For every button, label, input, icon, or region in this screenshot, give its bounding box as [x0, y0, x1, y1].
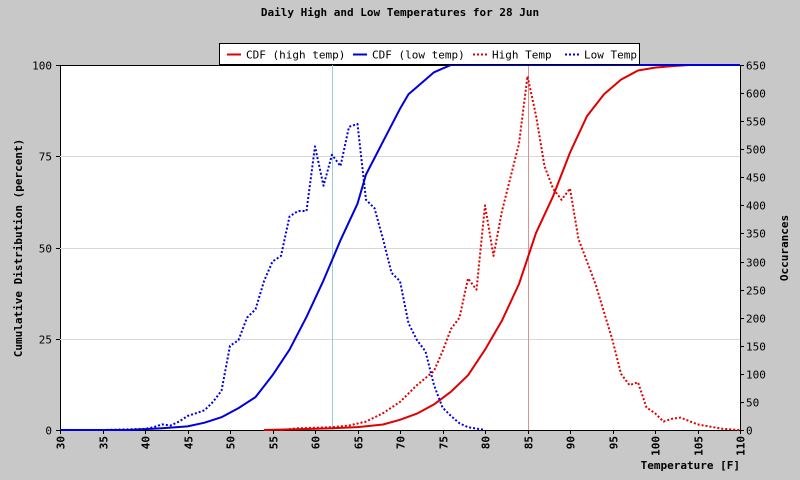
y2-tick-label-11: 550	[746, 116, 766, 129]
series-line-1	[60, 64, 740, 431]
x-tick-label-12: 90	[565, 436, 578, 449]
series-line-2	[280, 75, 741, 431]
legend-label-0: CDF (high temp)	[246, 49, 345, 62]
y-tick-label-4: 100	[32, 60, 52, 73]
y-tick-label-2: 50	[39, 243, 52, 256]
y-tick-label-1: 25	[39, 334, 52, 347]
y-tick-label-0: 0	[45, 425, 52, 438]
y-axis-label: Cumulative Distribution (percent)	[12, 139, 25, 358]
y2-tick-label-5: 250	[746, 285, 766, 298]
y2-axis-ticks: 0 50 100 150 200 250 300 350 400 450 500 550 600 650	[740, 60, 766, 438]
y2-tick-label-0: 0	[746, 425, 753, 438]
y2-tick-label-1: 50	[746, 397, 759, 410]
x-tick-label-11: 85	[523, 436, 536, 449]
y2-tick-label-12: 600	[746, 88, 766, 101]
x-tick-label-5: 55	[268, 436, 281, 449]
y2-tick-label-7: 350	[746, 228, 766, 241]
x-tick-label-14: 100	[650, 436, 663, 456]
x-tick-label-8: 70	[395, 436, 408, 449]
x-tick-label-2: 40	[140, 436, 153, 449]
legend-label-1: CDF (low temp)	[372, 49, 465, 62]
y2-tick-label-2: 100	[746, 369, 766, 382]
legend-label-3: Low Temp	[584, 49, 637, 62]
grid-lines	[60, 156, 740, 340]
y2-tick-label-3: 150	[746, 341, 766, 354]
x-tick-label-13: 95	[608, 436, 621, 449]
legend: CDF (high temp) CDF (low temp) High Temp Lo…	[219, 43, 640, 65]
y-tick-label-3: 75	[39, 151, 52, 164]
y2-tick-label-9: 450	[746, 172, 766, 185]
y2-tick-label-13: 650	[746, 60, 766, 73]
x-tick-label-7: 65	[353, 436, 366, 449]
chart-title: Daily High and Low Temperatures for 28 J…	[261, 6, 539, 19]
x-tick-label-10: 80	[480, 436, 493, 449]
x-tick-label-3: 45	[183, 436, 196, 449]
y2-tick-label-6: 300	[746, 257, 766, 270]
x-tick-label-6: 60	[310, 436, 323, 449]
y2-axis-label: Occurances	[778, 215, 791, 281]
mean-markers	[332, 65, 529, 430]
x-tick-label-15: 105	[693, 436, 706, 456]
y2-tick-label-10: 500	[746, 144, 766, 157]
x-tick-label-4: 50	[225, 436, 238, 449]
x-tick-label-9: 75	[438, 436, 451, 449]
x-axis-ticks: 30 35 40 45 50 55 60 65 70 75 80 85 90 95 100 105 110	[55, 430, 748, 456]
x-tick-label-16: 110	[735, 436, 748, 456]
legend-label-2: High Temp	[492, 49, 552, 62]
x-axis-label: Temperature [F]	[641, 459, 740, 472]
x-tick-label-0: 30	[55, 436, 68, 449]
y-axis-ticks: 0 25 50 75 100	[32, 60, 60, 438]
series-layer	[60, 64, 741, 431]
series-line-0	[263, 64, 740, 431]
x-tick-label-1: 35	[98, 436, 111, 449]
legend-box	[219, 43, 640, 65]
y2-tick-label-4: 200	[746, 313, 766, 326]
y2-tick-label-8: 400	[746, 200, 766, 213]
